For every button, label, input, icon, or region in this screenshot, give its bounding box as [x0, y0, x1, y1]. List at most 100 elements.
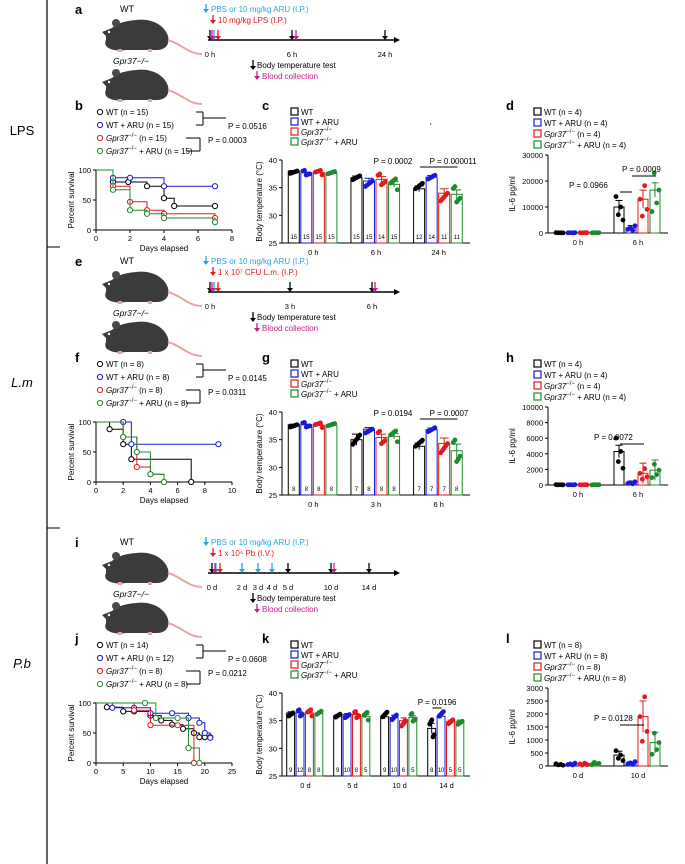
il6-point — [596, 482, 602, 488]
legend-entry: WT (n = 4) — [544, 360, 582, 369]
y-tick-label: 0 — [539, 762, 543, 771]
panel-letter: h — [506, 350, 514, 365]
temperature-point — [318, 168, 323, 173]
legend-swatch — [533, 359, 542, 368]
n-label: 15 — [328, 235, 335, 241]
temperature-point — [403, 718, 409, 724]
legend-entry: Gpr37−/− + ARU (n = 8) — [106, 679, 188, 689]
legend-swatch — [290, 117, 299, 126]
mouse-label: WT — [120, 537, 134, 547]
legend-entry: Gpr37−/− (n = 4) — [544, 129, 601, 139]
il6-point — [560, 762, 566, 768]
timeline-arrowhead — [394, 37, 400, 43]
survival-point — [106, 426, 113, 433]
timeline-arrowhead — [394, 289, 400, 295]
survival-point — [207, 734, 214, 741]
p-value-label: P = 0.000011 — [430, 157, 478, 166]
x-tick-label: 5 — [121, 767, 125, 776]
survival-point — [158, 717, 165, 724]
survival-point — [128, 441, 135, 448]
n-label: 15 — [316, 235, 323, 241]
blood-collection-arrow-icon-head — [372, 288, 378, 292]
blood-collection-arrow-icon-head — [331, 569, 337, 573]
survival-point — [133, 448, 140, 456]
group-label: 5 d — [347, 781, 357, 790]
p-value-label: P = 0.0145 — [228, 374, 267, 383]
il6-point — [615, 212, 621, 218]
mouse-tail — [167, 572, 203, 588]
legend-temp-label: Body temperature test — [257, 594, 336, 603]
y-tick-label: 0 — [539, 229, 543, 238]
il6-point — [644, 474, 650, 480]
legend-entry: WT (n = 4) — [544, 108, 582, 117]
x-axis-label: Days elapsed — [140, 244, 188, 253]
n-label: 11 — [441, 235, 448, 241]
il6-point — [642, 466, 648, 472]
il6-point — [649, 209, 655, 214]
survival-point — [120, 441, 127, 448]
group-label: 6 h — [633, 490, 643, 499]
y-tick-label: 40 — [269, 689, 277, 698]
x-tick-label: 6 — [176, 486, 180, 495]
y-tick-label: 50 — [83, 729, 91, 738]
y-axis-label: Percent survival — [67, 704, 76, 761]
survival-point — [196, 759, 203, 767]
temperature-bar — [287, 424, 300, 496]
group-label: 14 d — [439, 781, 454, 790]
temperature-point — [432, 172, 438, 178]
timeline-tick-label: 14 d — [362, 583, 377, 592]
temperature-point — [394, 439, 400, 445]
il6-point — [620, 758, 626, 763]
temperature-point — [450, 717, 456, 723]
y-tick-label: 1000 — [526, 736, 543, 745]
il6-point — [651, 170, 657, 176]
legend-blood-arrow-icon-head — [254, 328, 260, 332]
temperature-point — [319, 425, 325, 431]
challenge-label: 1 x 10⁷ CFU L.m. (I.P.) — [218, 268, 298, 277]
legend-entry: Gpr37−/− + ARU (n = 8) — [544, 673, 626, 683]
n-label: 14 — [428, 235, 435, 241]
survival-point — [215, 441, 222, 448]
il6-point — [613, 194, 619, 200]
pbs-arrow-icon-head — [203, 261, 209, 265]
legend-swatch — [290, 640, 299, 649]
x-tick-label: 15 — [173, 767, 181, 776]
legend-swatch — [290, 670, 299, 679]
x-tick-label: 8 — [230, 234, 234, 243]
temperature-point — [290, 710, 296, 716]
mouse-ear — [112, 69, 120, 77]
x-tick-label: 25 — [228, 767, 236, 776]
temperature-bar — [314, 712, 324, 777]
group-label: 0 h — [573, 490, 583, 499]
il6-point — [620, 217, 626, 223]
temp-test-arrow-icon-head — [289, 36, 295, 40]
n-label: 15 — [290, 235, 297, 241]
n-label: 10 — [438, 768, 445, 774]
il6-point — [620, 465, 626, 471]
y-tick-label: 35 — [269, 717, 277, 726]
n-label: 7 — [417, 487, 421, 493]
legend-entry: WT (n = 15) — [106, 108, 149, 117]
temperature-bar — [287, 170, 300, 244]
survival-point — [128, 456, 135, 463]
mouse-foot — [148, 99, 152, 102]
temperature-point — [457, 195, 463, 201]
mouse-tail — [167, 622, 203, 638]
legend-entry: Gpr37−/− (n = 8) — [106, 666, 163, 676]
il6-point — [656, 187, 662, 193]
mouse-foot — [148, 632, 152, 635]
survival-point — [174, 714, 181, 722]
mouse-ko-icon — [102, 321, 203, 357]
mouse-label: Gpr37−/− — [113, 308, 149, 318]
p-value-label: P = 0.0966 — [569, 181, 608, 190]
temperature-point — [382, 179, 388, 185]
il6-point — [649, 475, 655, 480]
mouse-eye — [107, 80, 111, 84]
survival-point — [126, 174, 134, 181]
temperature-bar — [333, 715, 343, 777]
temperature-bar — [352, 714, 361, 777]
blood-collection-arrow-icon-head — [209, 288, 215, 292]
temperature-point — [364, 709, 370, 715]
x-tick-label: 2 — [128, 234, 132, 243]
temperature-point — [302, 420, 307, 425]
